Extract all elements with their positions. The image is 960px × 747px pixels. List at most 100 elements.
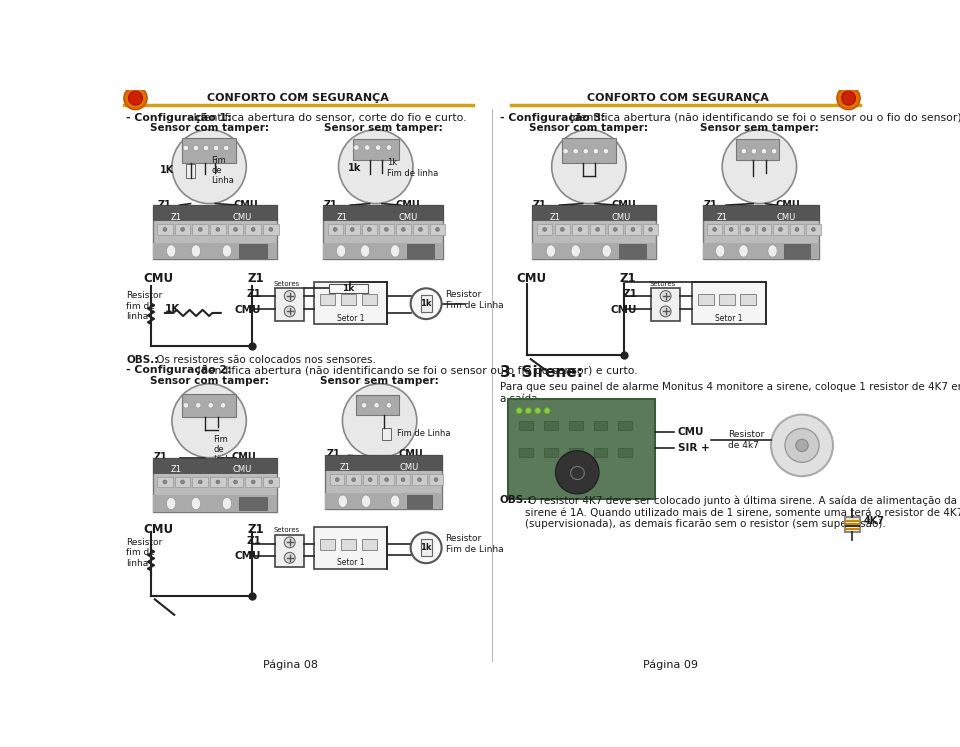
Ellipse shape (768, 245, 778, 257)
Circle shape (204, 146, 208, 151)
Text: Z1: Z1 (246, 289, 261, 300)
FancyBboxPatch shape (182, 138, 236, 163)
Text: ○: ○ (568, 463, 586, 482)
Ellipse shape (739, 245, 748, 257)
Text: Idendifica abertura (não identificando se foi o sensor ou o fio do sensor) e cur: Idendifica abertura (não identificando s… (194, 365, 638, 375)
FancyBboxPatch shape (692, 282, 765, 324)
Circle shape (516, 408, 522, 414)
Ellipse shape (602, 245, 612, 257)
FancyBboxPatch shape (703, 205, 819, 220)
Text: 1k: 1k (343, 284, 355, 293)
FancyBboxPatch shape (568, 447, 583, 457)
Circle shape (573, 149, 579, 154)
Circle shape (837, 87, 860, 110)
Ellipse shape (166, 245, 176, 257)
Circle shape (361, 403, 367, 408)
FancyBboxPatch shape (724, 224, 738, 235)
Circle shape (631, 228, 635, 232)
Circle shape (401, 478, 405, 482)
Text: Z1: Z1 (533, 199, 547, 210)
FancyBboxPatch shape (845, 525, 860, 527)
Text: Resistor
fim de
linha: Resistor fim de linha (126, 538, 162, 568)
Text: 1k
Fim de linha: 1k Fim de linha (388, 158, 439, 178)
FancyBboxPatch shape (327, 224, 343, 235)
Circle shape (365, 145, 370, 150)
FancyBboxPatch shape (756, 224, 771, 235)
FancyBboxPatch shape (362, 539, 377, 551)
FancyBboxPatch shape (740, 224, 755, 235)
FancyBboxPatch shape (275, 288, 304, 320)
Text: 3. Sirene:: 3. Sirene: (500, 365, 583, 380)
Circle shape (163, 228, 167, 232)
Circle shape (172, 130, 247, 204)
FancyBboxPatch shape (544, 421, 558, 430)
Text: Z1: Z1 (248, 272, 265, 285)
FancyBboxPatch shape (314, 527, 388, 569)
FancyBboxPatch shape (784, 244, 809, 258)
Text: CMU: CMU (232, 213, 252, 222)
Ellipse shape (391, 245, 399, 257)
Text: Identifica abertura do sensor, corte do fio e curto.: Identifica abertura do sensor, corte do … (190, 113, 467, 123)
FancyBboxPatch shape (698, 294, 713, 306)
FancyBboxPatch shape (228, 224, 243, 235)
Circle shape (339, 130, 413, 204)
Text: CMU: CMU (398, 449, 423, 459)
Text: O resistor 4K7 deve ser colocado junto à última sirene. A saída de alimentação d: O resistor 4K7 deve ser colocado junto à… (524, 495, 960, 529)
FancyBboxPatch shape (320, 539, 335, 551)
FancyBboxPatch shape (325, 456, 442, 471)
FancyBboxPatch shape (532, 205, 657, 220)
FancyBboxPatch shape (625, 224, 640, 235)
FancyBboxPatch shape (263, 224, 278, 235)
Circle shape (196, 403, 201, 408)
Text: CMU: CMU (612, 199, 636, 210)
Circle shape (269, 480, 273, 484)
FancyBboxPatch shape (239, 497, 267, 510)
Text: Z1: Z1 (717, 213, 728, 222)
Text: Z1: Z1 (154, 451, 167, 462)
Text: Z1: Z1 (337, 213, 348, 222)
Text: OBS.:: OBS.: (500, 495, 532, 506)
FancyBboxPatch shape (740, 294, 756, 306)
Text: Z1: Z1 (170, 465, 181, 474)
Circle shape (183, 146, 188, 151)
Circle shape (603, 149, 609, 154)
Circle shape (583, 149, 588, 154)
Text: Z1: Z1 (324, 199, 338, 210)
FancyBboxPatch shape (519, 447, 533, 457)
Text: Resistor
Fim de Linha: Resistor Fim de Linha (445, 290, 503, 309)
FancyBboxPatch shape (719, 294, 734, 306)
Circle shape (252, 228, 255, 232)
Circle shape (722, 130, 797, 204)
Circle shape (578, 228, 582, 232)
Circle shape (542, 228, 546, 232)
Circle shape (434, 478, 438, 482)
Text: CMU: CMU (399, 463, 419, 472)
FancyBboxPatch shape (325, 493, 442, 509)
Text: Setores: Setores (649, 281, 676, 287)
FancyBboxPatch shape (412, 474, 426, 485)
FancyBboxPatch shape (153, 458, 276, 512)
Circle shape (353, 145, 359, 150)
Text: Página 09: Página 09 (643, 660, 698, 670)
Text: Identifica abertura (não identificando se foi o sensor ou o fio do sensor) e cur: Identifica abertura (não identificando s… (566, 113, 960, 123)
Text: - Configuração 1:: - Configuração 1: (126, 113, 231, 123)
Circle shape (124, 87, 147, 110)
Text: Fim
de
Linha: Fim de Linha (211, 155, 234, 185)
Text: 1k: 1k (348, 163, 362, 173)
Text: Z1: Z1 (704, 199, 717, 210)
Text: CMU: CMU (234, 551, 261, 561)
Circle shape (613, 228, 617, 232)
Text: CMU: CMU (232, 465, 252, 474)
Circle shape (660, 306, 671, 317)
FancyBboxPatch shape (407, 244, 434, 258)
FancyBboxPatch shape (382, 429, 392, 440)
FancyBboxPatch shape (175, 477, 190, 487)
Circle shape (411, 533, 442, 563)
FancyBboxPatch shape (703, 205, 819, 259)
Circle shape (180, 480, 184, 484)
FancyBboxPatch shape (324, 205, 444, 220)
Text: CONFORTO COM SEGURANÇA: CONFORTO COM SEGURANÇA (588, 93, 769, 103)
Text: CMU: CMU (396, 199, 420, 210)
FancyBboxPatch shape (157, 224, 173, 235)
FancyBboxPatch shape (396, 474, 410, 485)
